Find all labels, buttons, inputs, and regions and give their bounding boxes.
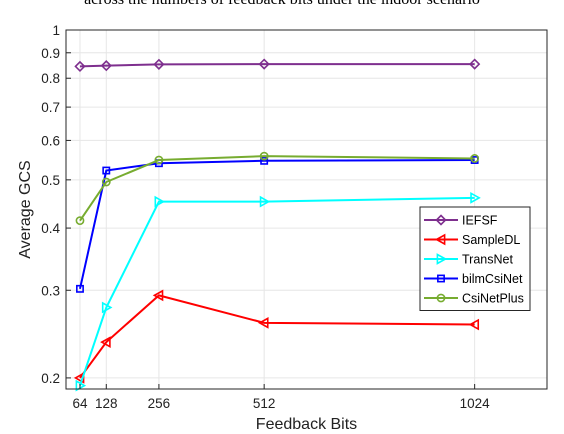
triangle-right-marker bbox=[154, 195, 166, 208]
x-tick-label: 512 bbox=[253, 396, 276, 411]
y-tick-label: 0.7 bbox=[41, 100, 60, 115]
series-line bbox=[79, 294, 475, 379]
x-tick-label: 128 bbox=[95, 396, 118, 411]
triangle-left-marker bbox=[258, 317, 269, 329]
x-tick-label: 64 bbox=[72, 396, 88, 411]
triangle-right-marker bbox=[470, 192, 481, 204]
legend-item: IEFSF bbox=[424, 214, 498, 228]
series-line bbox=[79, 155, 475, 222]
x-tick-label: 1024 bbox=[460, 396, 491, 411]
circle-marker bbox=[259, 151, 269, 161]
x-axis-label: Feedback Bits bbox=[256, 416, 357, 433]
legend-item: bilmCsiNet bbox=[424, 272, 523, 286]
circle-marker bbox=[154, 155, 164, 165]
square-marker bbox=[76, 284, 84, 293]
diamond-marker bbox=[258, 58, 270, 70]
series-bilmcsinet bbox=[76, 156, 479, 293]
series-sampledl bbox=[73, 289, 480, 384]
series-iefsf bbox=[74, 58, 481, 73]
circle-marker bbox=[470, 154, 480, 163]
diamond-marker bbox=[469, 58, 481, 70]
series-line bbox=[79, 196, 475, 386]
triangle-right-marker bbox=[101, 301, 113, 314]
circle-marker bbox=[436, 293, 446, 303]
legend-item: SampleDL bbox=[424, 233, 520, 247]
legend-item: TransNet bbox=[424, 253, 513, 267]
y-tick-label: 0.9 bbox=[41, 46, 60, 61]
diamond-marker bbox=[100, 60, 112, 72]
square-marker bbox=[102, 166, 111, 175]
legend-label: IEFSF bbox=[462, 214, 498, 228]
legend-item: CsiNetPlus bbox=[424, 292, 524, 306]
series-csinetplus bbox=[75, 151, 480, 226]
triangle-right-marker bbox=[259, 195, 271, 208]
circle-marker bbox=[75, 216, 85, 226]
y-tick-label: 0.8 bbox=[41, 71, 60, 86]
series-layer bbox=[73, 58, 481, 392]
y-tick-label: 0.2 bbox=[41, 371, 60, 386]
legend-label: SampleDL bbox=[462, 233, 520, 247]
legend: IEFSF SampleDL TransNet bilmCsiNet CsiNetPlu… bbox=[419, 206, 531, 311]
diamond-marker bbox=[74, 60, 86, 73]
x-tick-label: 256 bbox=[148, 396, 171, 411]
series-line bbox=[79, 63, 475, 68]
square-marker bbox=[437, 274, 445, 283]
triangle-left-marker bbox=[468, 318, 480, 331]
legend-label: CsiNetPlus bbox=[462, 292, 524, 306]
y-tick-label: 1 bbox=[52, 23, 60, 38]
y-tick-label: 0.5 bbox=[41, 173, 60, 188]
y-tick-label: 0.6 bbox=[41, 133, 60, 148]
y-tick-label: 0.4 bbox=[41, 221, 60, 236]
cropped-header-text: across the numbers of feedback bits unde… bbox=[0, 0, 564, 9]
legend-label: bilmCsiNet bbox=[462, 272, 523, 286]
diamond-marker bbox=[435, 214, 447, 226]
triangle-left-marker bbox=[100, 336, 111, 348]
circle-marker bbox=[101, 177, 111, 187]
y-tick-label: 0.3 bbox=[41, 283, 60, 298]
axis-ticks: 0.2 0.3 0.4 0.5 0.6 0.7 0.8 0.9 1 64 128 256 512 1024 bbox=[41, 23, 490, 411]
legend-label: TransNet bbox=[462, 253, 513, 267]
y-axis-label: Average GCS bbox=[17, 160, 34, 258]
plot-frame bbox=[65, 29, 548, 390]
triangle-left-marker bbox=[434, 233, 446, 246]
series-transnet bbox=[75, 192, 481, 392]
triangle-left-marker bbox=[152, 289, 164, 302]
triangle-right-marker bbox=[436, 253, 448, 265]
square-marker bbox=[260, 156, 269, 165]
diamond-marker bbox=[153, 58, 165, 71]
